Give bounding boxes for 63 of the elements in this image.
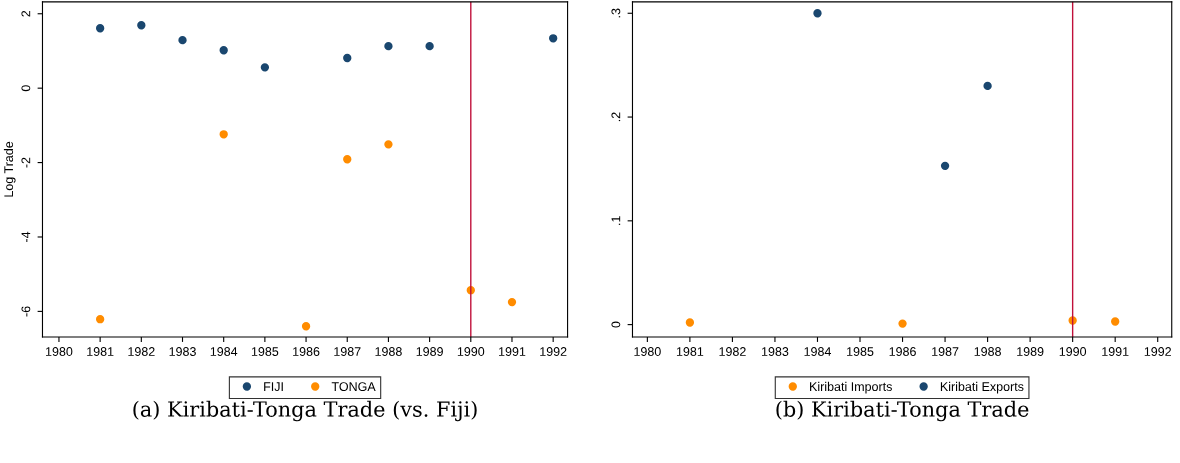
x-tick-label: 1985 [251,347,279,356]
y-tick-label: -2 [21,157,31,168]
x-tick-label: 1986 [889,347,916,356]
x-tick-label: 1992 [540,347,567,356]
x-tick-label: 1990 [1059,347,1087,356]
x-tick-label: 1989 [1017,347,1044,356]
x-tick-label: 1992 [1144,347,1171,356]
point [384,41,393,51]
x-tick-label: 1985 [847,347,874,356]
point [137,21,146,30]
point [983,81,992,91]
point [95,24,105,33]
text: (a) Kiribati-Tonga Trade (vs. Fiji) [133,400,477,422]
x-tick-label: 1990 [457,347,485,356]
point [425,41,434,51]
y-tick-label: .2 [611,112,621,122]
x-tick-label: 1984 [804,347,832,356]
x-tick-label: 1982 [128,347,155,356]
x-tick-label: 1980 [46,347,73,356]
point [178,36,187,45]
legend-label: FIJI [264,382,283,392]
point [940,161,950,170]
point [898,319,907,328]
text: (b) Kiribati-Tonga Trade [776,400,1029,422]
point [343,53,352,63]
x-tick-label: 1983 [762,347,789,356]
x-tick-label: 1981 [87,347,114,356]
x-tick-label: 1991 [499,347,526,356]
x-tick-label: 1987 [932,347,959,356]
x-tick-label: 1988 [974,347,1001,356]
y-tick-label: .1 [611,216,621,225]
x-tick-label: 1981 [676,347,704,356]
x-tick-label: 1991 [1102,347,1129,356]
point [507,297,517,307]
y-tick-label: 0 [21,85,31,92]
y-tick-label: 2 [21,10,31,17]
x-tick-label: 1989 [416,347,443,356]
x-tick-label: 1983 [169,347,196,356]
point [260,63,270,72]
point [219,46,228,55]
y-tick-label: -4 [21,231,31,242]
legend-label: TONGA [331,382,376,392]
x-tick-label: 1986 [293,347,320,356]
point [813,9,822,18]
x-tick-label: 1982 [719,347,746,356]
point [549,34,558,43]
y-tick-label: -6 [21,306,31,317]
point [384,140,393,149]
x-tick-label: 1980 [634,347,661,356]
point [219,130,228,139]
point [1111,317,1120,326]
y-tick-label: 0 [611,321,621,328]
y-axis-title: Log Trade [3,141,16,197]
legend-label: Kiribati Imports [810,381,892,394]
x-tick-label: 1988 [375,347,402,356]
point [95,315,105,324]
point [301,322,311,331]
legend-label: Kiribati Exports [940,381,1024,394]
y-tick-label: .3 [611,8,621,18]
x-tick-label: 1984 [210,347,238,356]
x-tick-label: 1987 [334,347,361,356]
point [685,318,695,327]
point [343,155,352,164]
